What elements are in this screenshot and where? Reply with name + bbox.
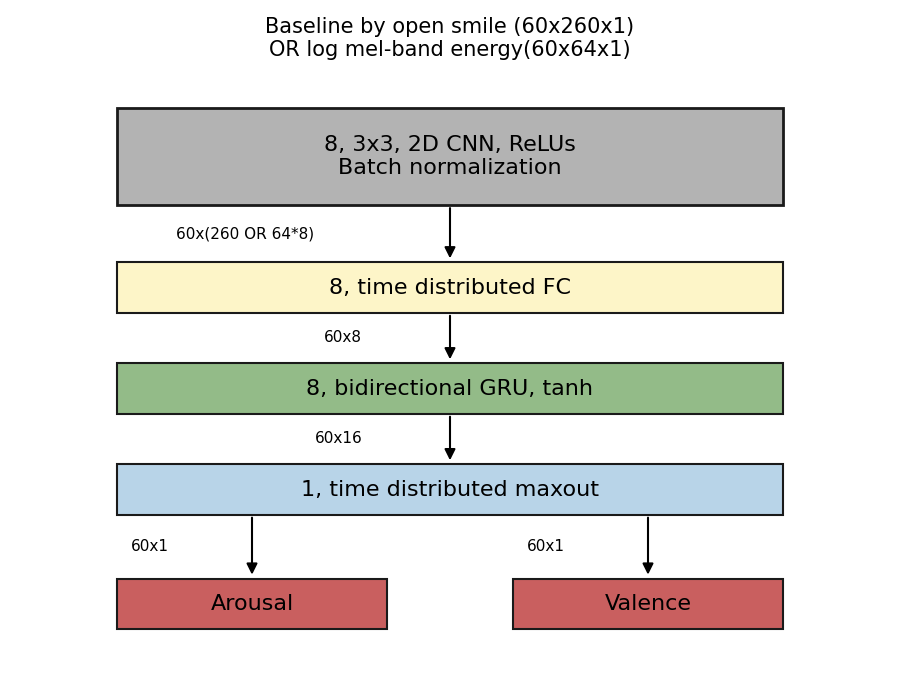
Text: 60x8: 60x8 xyxy=(324,330,362,345)
Text: 8, bidirectional GRU, tanh: 8, bidirectional GRU, tanh xyxy=(307,379,593,398)
Text: Arousal: Arousal xyxy=(211,594,293,614)
Text: 60x16: 60x16 xyxy=(315,431,363,446)
Text: Valence: Valence xyxy=(605,594,691,614)
Text: 60x1: 60x1 xyxy=(526,539,564,554)
FancyBboxPatch shape xyxy=(117,108,783,205)
Text: 60x1: 60x1 xyxy=(130,539,168,554)
FancyBboxPatch shape xyxy=(117,579,387,629)
Text: 1, time distributed maxout: 1, time distributed maxout xyxy=(301,480,599,499)
FancyBboxPatch shape xyxy=(513,579,783,629)
Text: Baseline by open smile (60x260x1)
OR log mel-band energy(60x64x1): Baseline by open smile (60x260x1) OR log… xyxy=(266,17,634,60)
FancyBboxPatch shape xyxy=(117,262,783,313)
Text: 8, 3x3, 2D CNN, ReLUs
Batch normalization: 8, 3x3, 2D CNN, ReLUs Batch normalizatio… xyxy=(324,135,576,178)
Text: 60x(260 OR 64*8): 60x(260 OR 64*8) xyxy=(176,227,313,242)
FancyBboxPatch shape xyxy=(117,363,783,414)
Text: 8, time distributed FC: 8, time distributed FC xyxy=(329,278,571,297)
FancyBboxPatch shape xyxy=(117,464,783,515)
